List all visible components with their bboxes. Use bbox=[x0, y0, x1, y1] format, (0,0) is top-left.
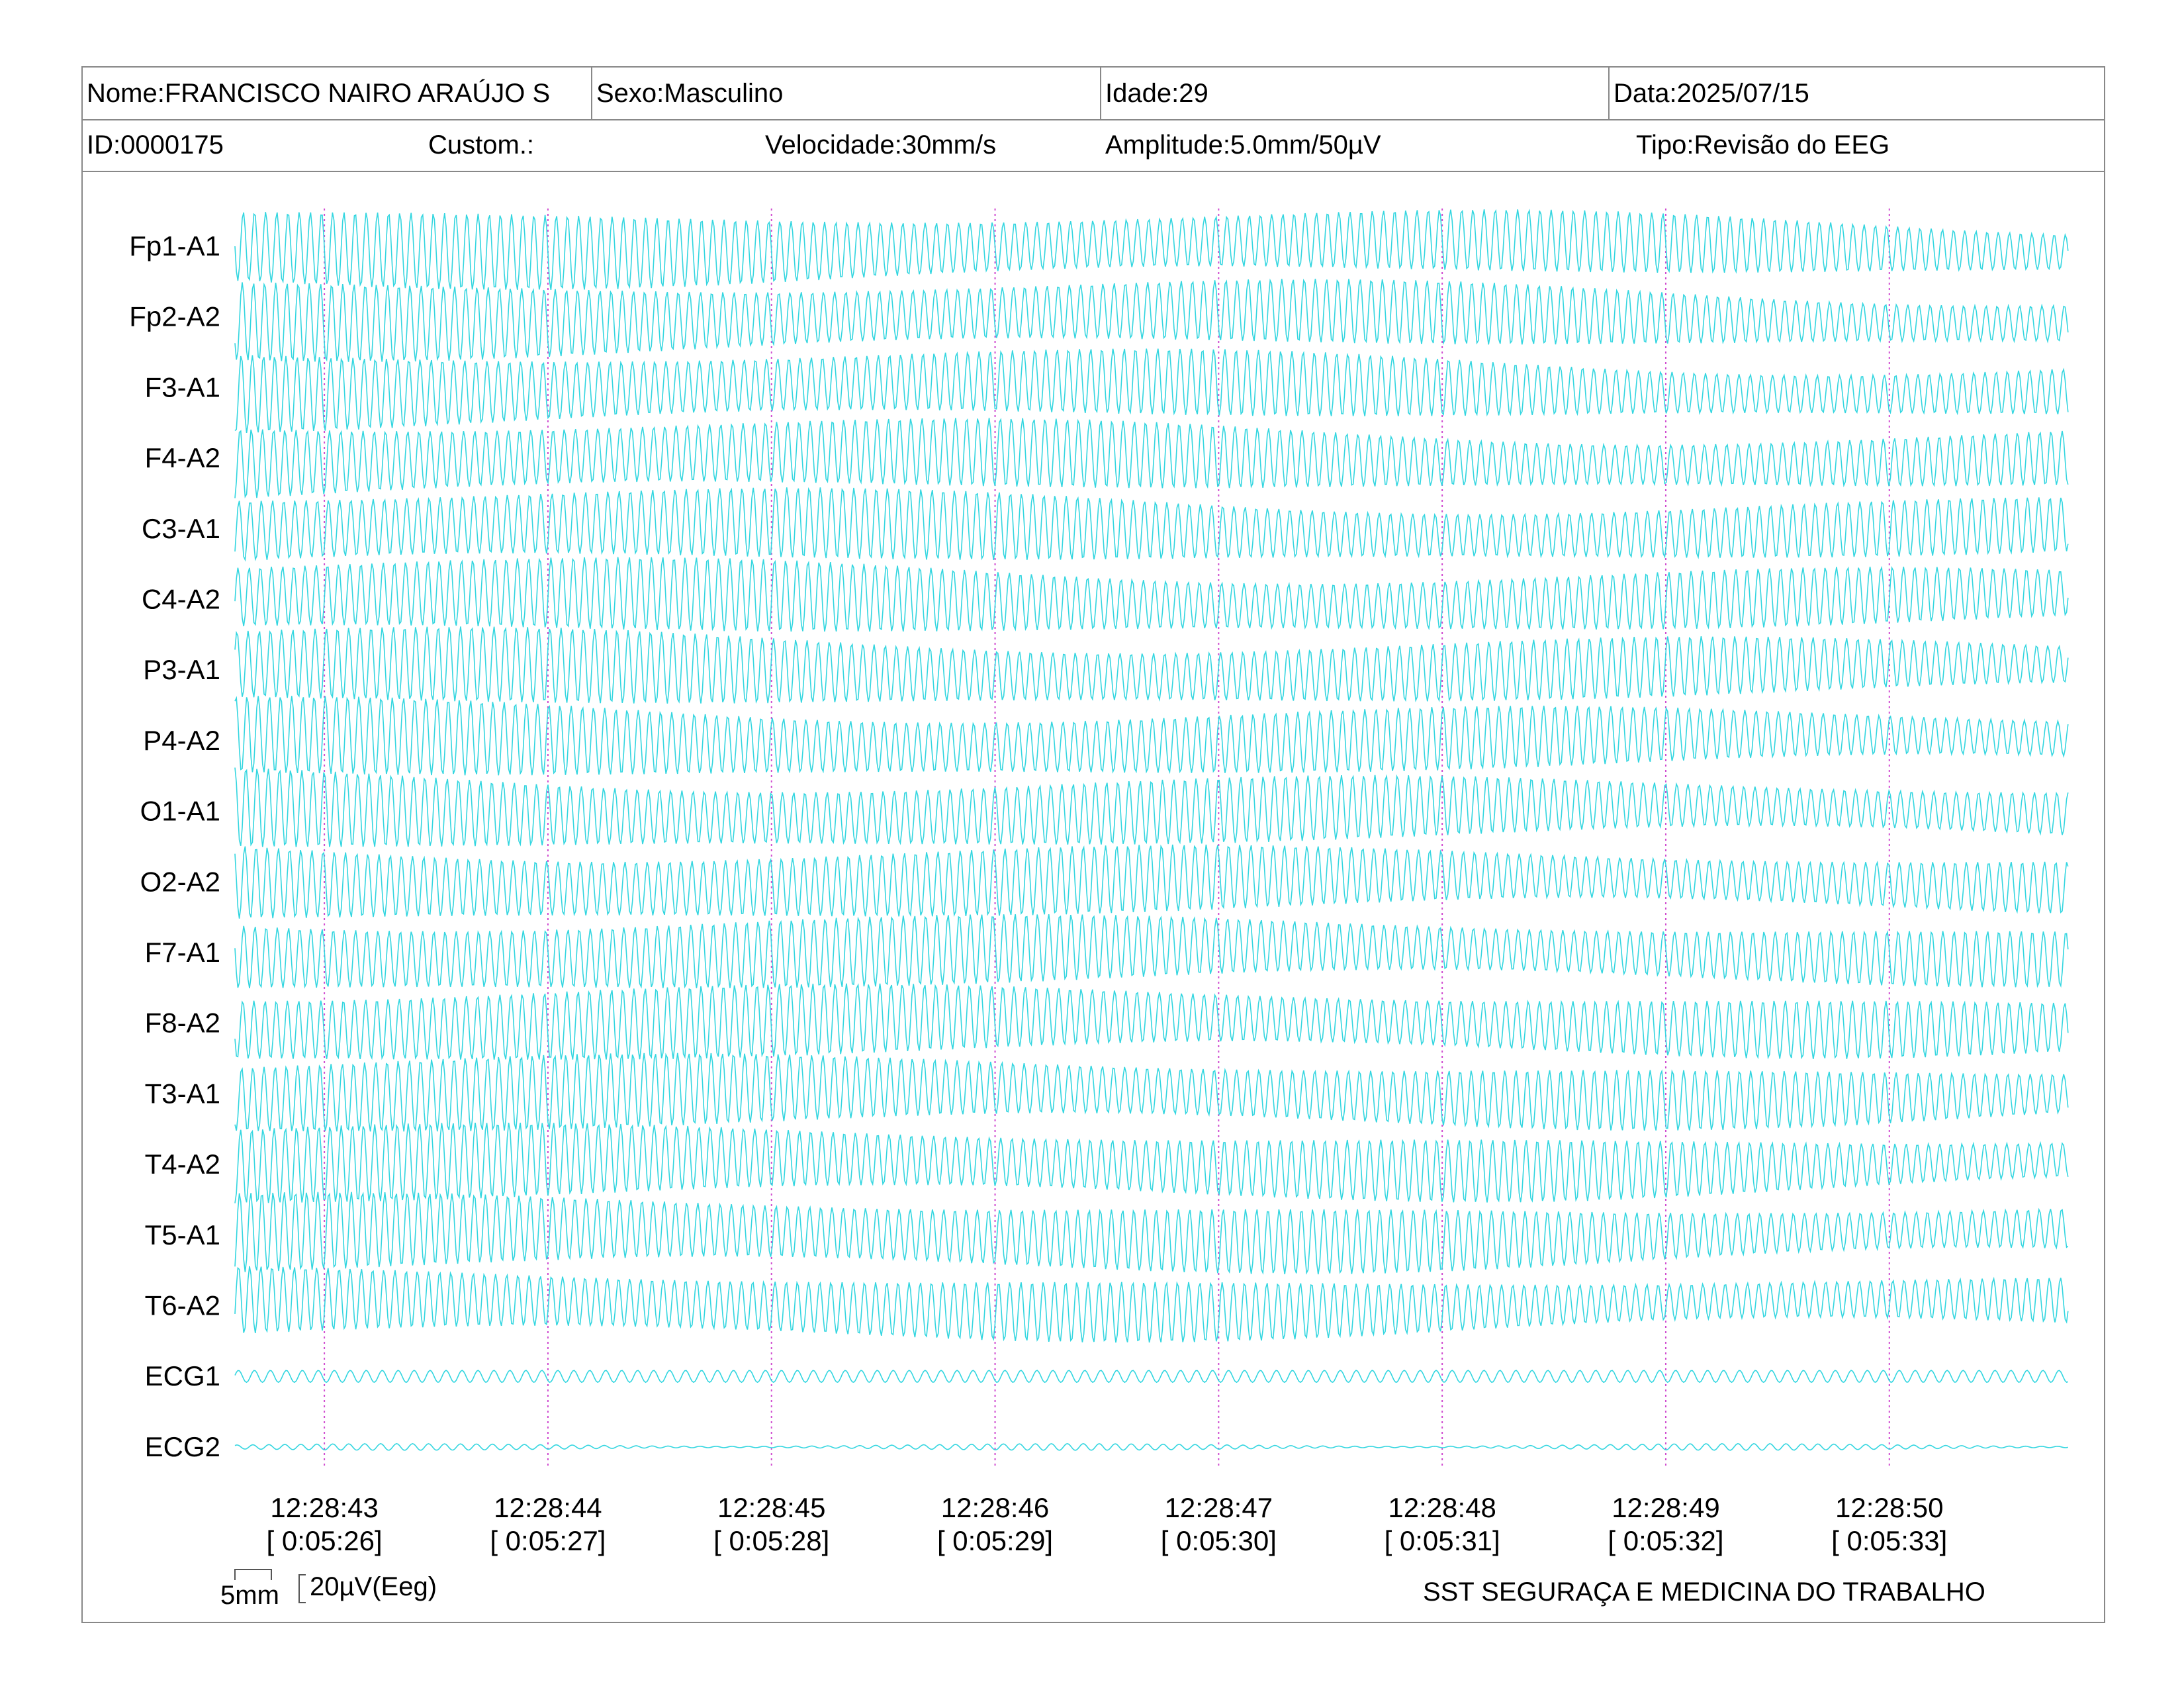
time-tick-clock: 12:28:45 bbox=[717, 1492, 826, 1523]
channel-trace bbox=[234, 1266, 2069, 1343]
scale-bar-amplitude-mark bbox=[298, 1574, 306, 1603]
channel-trace bbox=[234, 278, 2069, 362]
header-row-settings: ID:0000175 Custom.: Velocidade:30mm/s Am… bbox=[83, 119, 2104, 172]
time-tick-elapsed: [ 0:05:27] bbox=[490, 1525, 606, 1556]
second-markers bbox=[324, 209, 1890, 1466]
report-frame: Nome:FRANCISCO NAIRO ARAÚJO S Sexo:Mascu… bbox=[81, 66, 2105, 1623]
time-tick-clock: 12:28:46 bbox=[941, 1492, 1050, 1523]
time-tick-labels: 12:28:43[ 0:05:26] 12:28:44[ 0:05:27] 12:2… bbox=[267, 1492, 1948, 1556]
channel-trace bbox=[234, 348, 2069, 434]
channel-label: T6-A2 bbox=[145, 1290, 220, 1321]
channel-label: Fp1-A1 bbox=[129, 230, 220, 261]
channel-label: T5-A1 bbox=[145, 1219, 220, 1250]
channel-label: C3-A1 bbox=[142, 513, 220, 544]
channel-trace bbox=[234, 1122, 2069, 1203]
time-tick-elapsed: [ 0:05:32] bbox=[1608, 1525, 1723, 1556]
exam-date: Data:2025/07/15 bbox=[1614, 79, 1809, 108]
channel-label: O1-A1 bbox=[140, 796, 220, 827]
time-tick-elapsed: [ 0:05:28] bbox=[713, 1525, 829, 1556]
channel-trace bbox=[234, 1443, 2068, 1451]
channel-trace bbox=[234, 1370, 2069, 1383]
header-divider bbox=[1608, 68, 1610, 119]
channel-trace bbox=[234, 983, 2069, 1060]
scale-bar: 5mm 20µV(Eeg) bbox=[220, 1569, 437, 1610]
channel-trace bbox=[234, 626, 2069, 704]
channel-trace bbox=[234, 209, 2069, 291]
exam-type: Tipo:Revisão do EEG bbox=[1636, 130, 1890, 160]
channel-trace bbox=[234, 844, 2069, 919]
amplitude-setting: Amplitude:5.0mm/50µV bbox=[1105, 130, 1381, 160]
header-divider bbox=[1100, 68, 1101, 119]
speed-setting: Velocidade:30mm/s bbox=[765, 130, 997, 160]
organization-name: SST SEGURAÇA E MEDICINA DO TRABALHO bbox=[1423, 1577, 1985, 1607]
time-tick-clock: 12:28:43 bbox=[270, 1492, 379, 1523]
channel-trace bbox=[234, 696, 2069, 776]
channel-label: T4-A2 bbox=[145, 1149, 220, 1180]
channel-label: C4-A2 bbox=[142, 584, 220, 615]
patient-name: Nome:FRANCISCO NAIRO ARAÚJO S bbox=[87, 79, 551, 108]
channel-labels: Fp1-A1 Fp2-A2 F3-A1 F4-A2 C3-A1 C4-A2 P3-A1 P4-… bbox=[129, 230, 220, 1462]
channel-label: Fp2-A2 bbox=[129, 301, 220, 332]
channel-label: F7-A1 bbox=[145, 937, 220, 968]
patient-age: Idade:29 bbox=[1105, 79, 1208, 108]
eeg-traces bbox=[234, 209, 2069, 1451]
channel-label: P4-A2 bbox=[143, 725, 220, 756]
channel-trace bbox=[234, 557, 2069, 632]
scale-bar-time-label: 5mm bbox=[220, 1581, 279, 1610]
channel-trace bbox=[234, 418, 2069, 498]
header-row-patient: Nome:FRANCISCO NAIRO ARAÚJO S Sexo:Mascu… bbox=[83, 68, 2104, 120]
channel-label: F3-A1 bbox=[145, 371, 220, 402]
channel-label: ECG1 bbox=[145, 1360, 220, 1391]
channel-trace bbox=[234, 767, 2069, 847]
time-tick-clock: 12:28:48 bbox=[1388, 1492, 1496, 1523]
time-tick-clock: 12:28:44 bbox=[494, 1492, 602, 1523]
channel-trace bbox=[234, 914, 2069, 989]
patient-id: ID:0000175 bbox=[87, 130, 224, 160]
time-tick-elapsed: [ 0:05:31] bbox=[1385, 1525, 1500, 1556]
scale-bar-amplitude-label: 20µV(Eeg) bbox=[310, 1572, 437, 1601]
time-tick-clock: 12:28:49 bbox=[1612, 1492, 1720, 1523]
channel-label: T3-A1 bbox=[145, 1078, 220, 1109]
time-tick-elapsed: [ 0:05:29] bbox=[937, 1525, 1053, 1556]
custom-field: Custom.: bbox=[428, 130, 535, 160]
time-tick-clock: 12:28:50 bbox=[1835, 1492, 1944, 1523]
time-tick-clock: 12:28:47 bbox=[1165, 1492, 1273, 1523]
scale-bar-time-mark bbox=[234, 1569, 272, 1580]
channel-trace bbox=[234, 1053, 2069, 1133]
time-tick-elapsed: [ 0:05:26] bbox=[267, 1525, 383, 1556]
channel-label: F8-A2 bbox=[145, 1008, 220, 1039]
channel-trace bbox=[234, 1192, 2069, 1275]
channel-label: F4-A2 bbox=[145, 442, 220, 473]
time-tick-elapsed: [ 0:05:33] bbox=[1831, 1525, 1947, 1556]
header-divider bbox=[591, 68, 592, 119]
channel-label: O2-A2 bbox=[140, 866, 220, 897]
channel-trace bbox=[234, 487, 2069, 562]
patient-sex: Sexo:Masculino bbox=[596, 79, 784, 108]
channel-label: ECG2 bbox=[145, 1431, 220, 1462]
time-tick-elapsed: [ 0:05:30] bbox=[1161, 1525, 1277, 1556]
channel-label: P3-A1 bbox=[143, 654, 220, 685]
